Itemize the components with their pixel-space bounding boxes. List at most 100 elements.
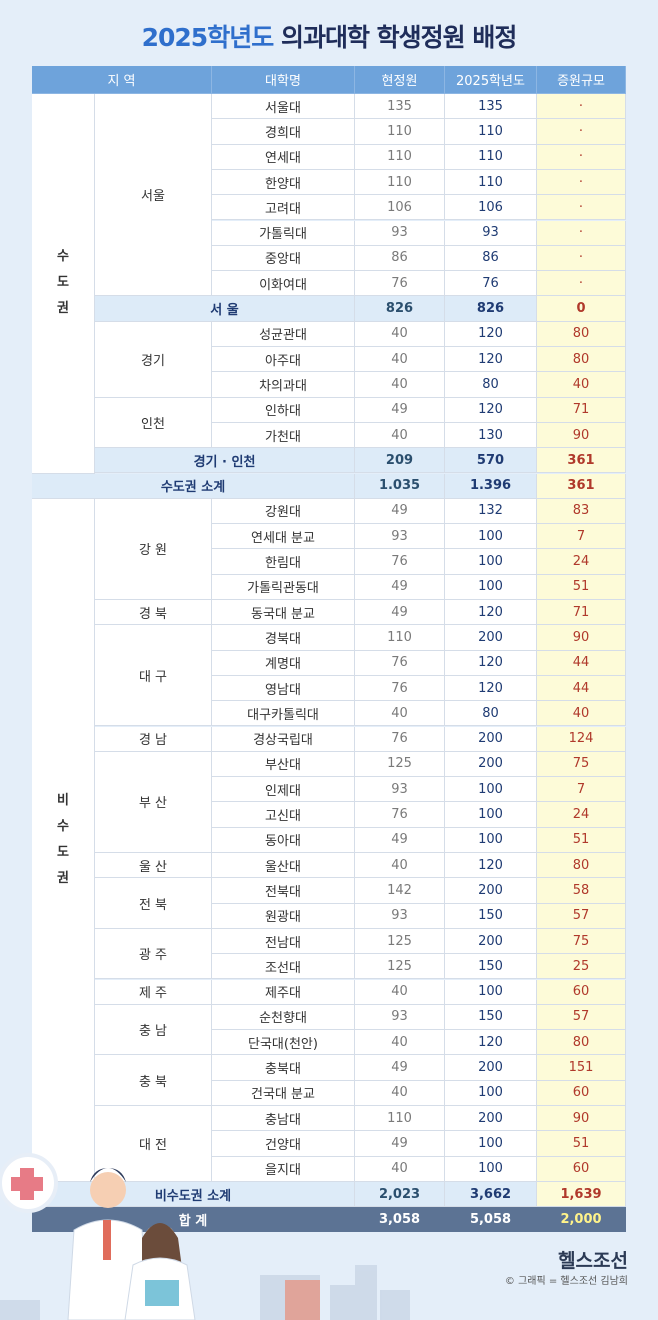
university: 대구카톨릭대 [212,701,355,727]
increase: 2,000 [537,1207,626,1233]
new-count: 100 [445,1131,537,1157]
new-count: 200 [445,1106,537,1132]
increase: 1,639 [537,1181,626,1208]
university: 차의과대 [212,372,355,398]
region: 수도권 [32,94,95,474]
new-count: 200 [445,928,537,955]
university: 충남대 [212,1106,355,1132]
new-count: 100 [445,524,537,550]
subregion: 서울 [95,94,212,297]
new-count: 120 [445,650,537,676]
university: 동국대 분교 [212,600,355,626]
university: 경상국립대 [212,726,355,752]
university: 중앙대 [212,245,355,272]
subregion: 경 북 [95,600,212,626]
logo: 헬스조선 [558,1250,628,1272]
current-count: 110 [355,1106,445,1132]
current-count: 125 [355,954,445,980]
increase: 71 [537,600,626,626]
new-count: 120 [445,853,537,879]
university: 연세대 [212,144,355,170]
new-count: 130 [445,422,537,449]
university: 부산대 [212,751,355,778]
increase: · [537,169,626,196]
new-count: 150 [445,954,537,980]
current-count: 135 [355,94,445,120]
current-count: 40 [355,1080,445,1106]
current-count: 76 [355,675,445,702]
university: 가천대 [212,422,355,449]
new-count: 120 [445,347,537,373]
total-label: 합 계 [32,1207,355,1233]
new-count: 100 [445,777,537,803]
current-count: 40 [355,422,445,449]
current-count: 40 [355,701,445,727]
university: 전북대 [212,878,355,904]
current-count: 49 [355,827,445,853]
increase: 24 [537,549,626,575]
title-text: 의과대학 학생정원 배정 [280,23,517,52]
increase: 58 [537,878,626,904]
increase: 60 [537,1156,626,1182]
increase: 90 [537,625,626,651]
current-count: 40 [355,979,445,1005]
increase: 44 [537,675,626,702]
university: 가톨릭관동대 [212,574,355,600]
current-count: 86 [355,245,445,272]
current-count: 209 [355,448,445,474]
new-count: 100 [445,1080,537,1106]
increase: 71 [537,397,626,423]
increase: 44 [537,650,626,676]
university: 을지대 [212,1156,355,1182]
current-count: 76 [355,650,445,676]
new-count: 5,058 [445,1207,537,1233]
university: 경희대 [212,119,355,145]
current-count: 93 [355,524,445,550]
university: 건국대 분교 [212,1080,355,1106]
new-count: 135 [445,94,537,120]
university: 고려대 [212,195,355,221]
current-count: 125 [355,751,445,778]
new-count: 120 [445,600,537,626]
increase: 80 [537,321,626,347]
university: 강원대 [212,498,355,525]
current-count: 49 [355,574,445,600]
new-count: 120 [445,675,537,702]
region-label: 비수도권 [57,792,69,886]
increase: 60 [537,979,626,1005]
university: 조선대 [212,954,355,980]
increase: 25 [537,954,626,980]
increase: 57 [537,903,626,929]
increase: · [537,245,626,272]
university: 원광대 [212,903,355,929]
increase: 80 [537,853,626,879]
current-count: 110 [355,169,445,196]
current-count: 3,058 [355,1207,445,1233]
increase: 7 [537,524,626,550]
new-count: 100 [445,1156,537,1182]
new-count: 120 [445,397,537,423]
header-cell: 증원규모 [537,66,626,94]
increase: 75 [537,751,626,778]
new-count: 120 [445,321,537,347]
increase: 361 [537,448,626,474]
new-count: 200 [445,751,537,778]
new-count: 100 [445,979,537,1005]
new-count: 100 [445,549,537,575]
current-count: 40 [355,1156,445,1182]
increase: 80 [537,347,626,373]
block-subtotal-label: 경기 · 인천 [95,448,355,474]
current-count: 106 [355,195,445,221]
university: 서울대 [212,94,355,120]
new-count: 110 [445,119,537,145]
current-count: 76 [355,802,445,828]
increase: 124 [537,726,626,752]
new-count: 106 [445,195,537,221]
university: 제주대 [212,979,355,1005]
increase: · [537,271,626,297]
header-cell: 지 역 [32,66,212,94]
increase: 24 [537,802,626,828]
current-count: 93 [355,1004,445,1031]
subregion: 경 남 [95,726,212,752]
current-count: 93 [355,903,445,929]
